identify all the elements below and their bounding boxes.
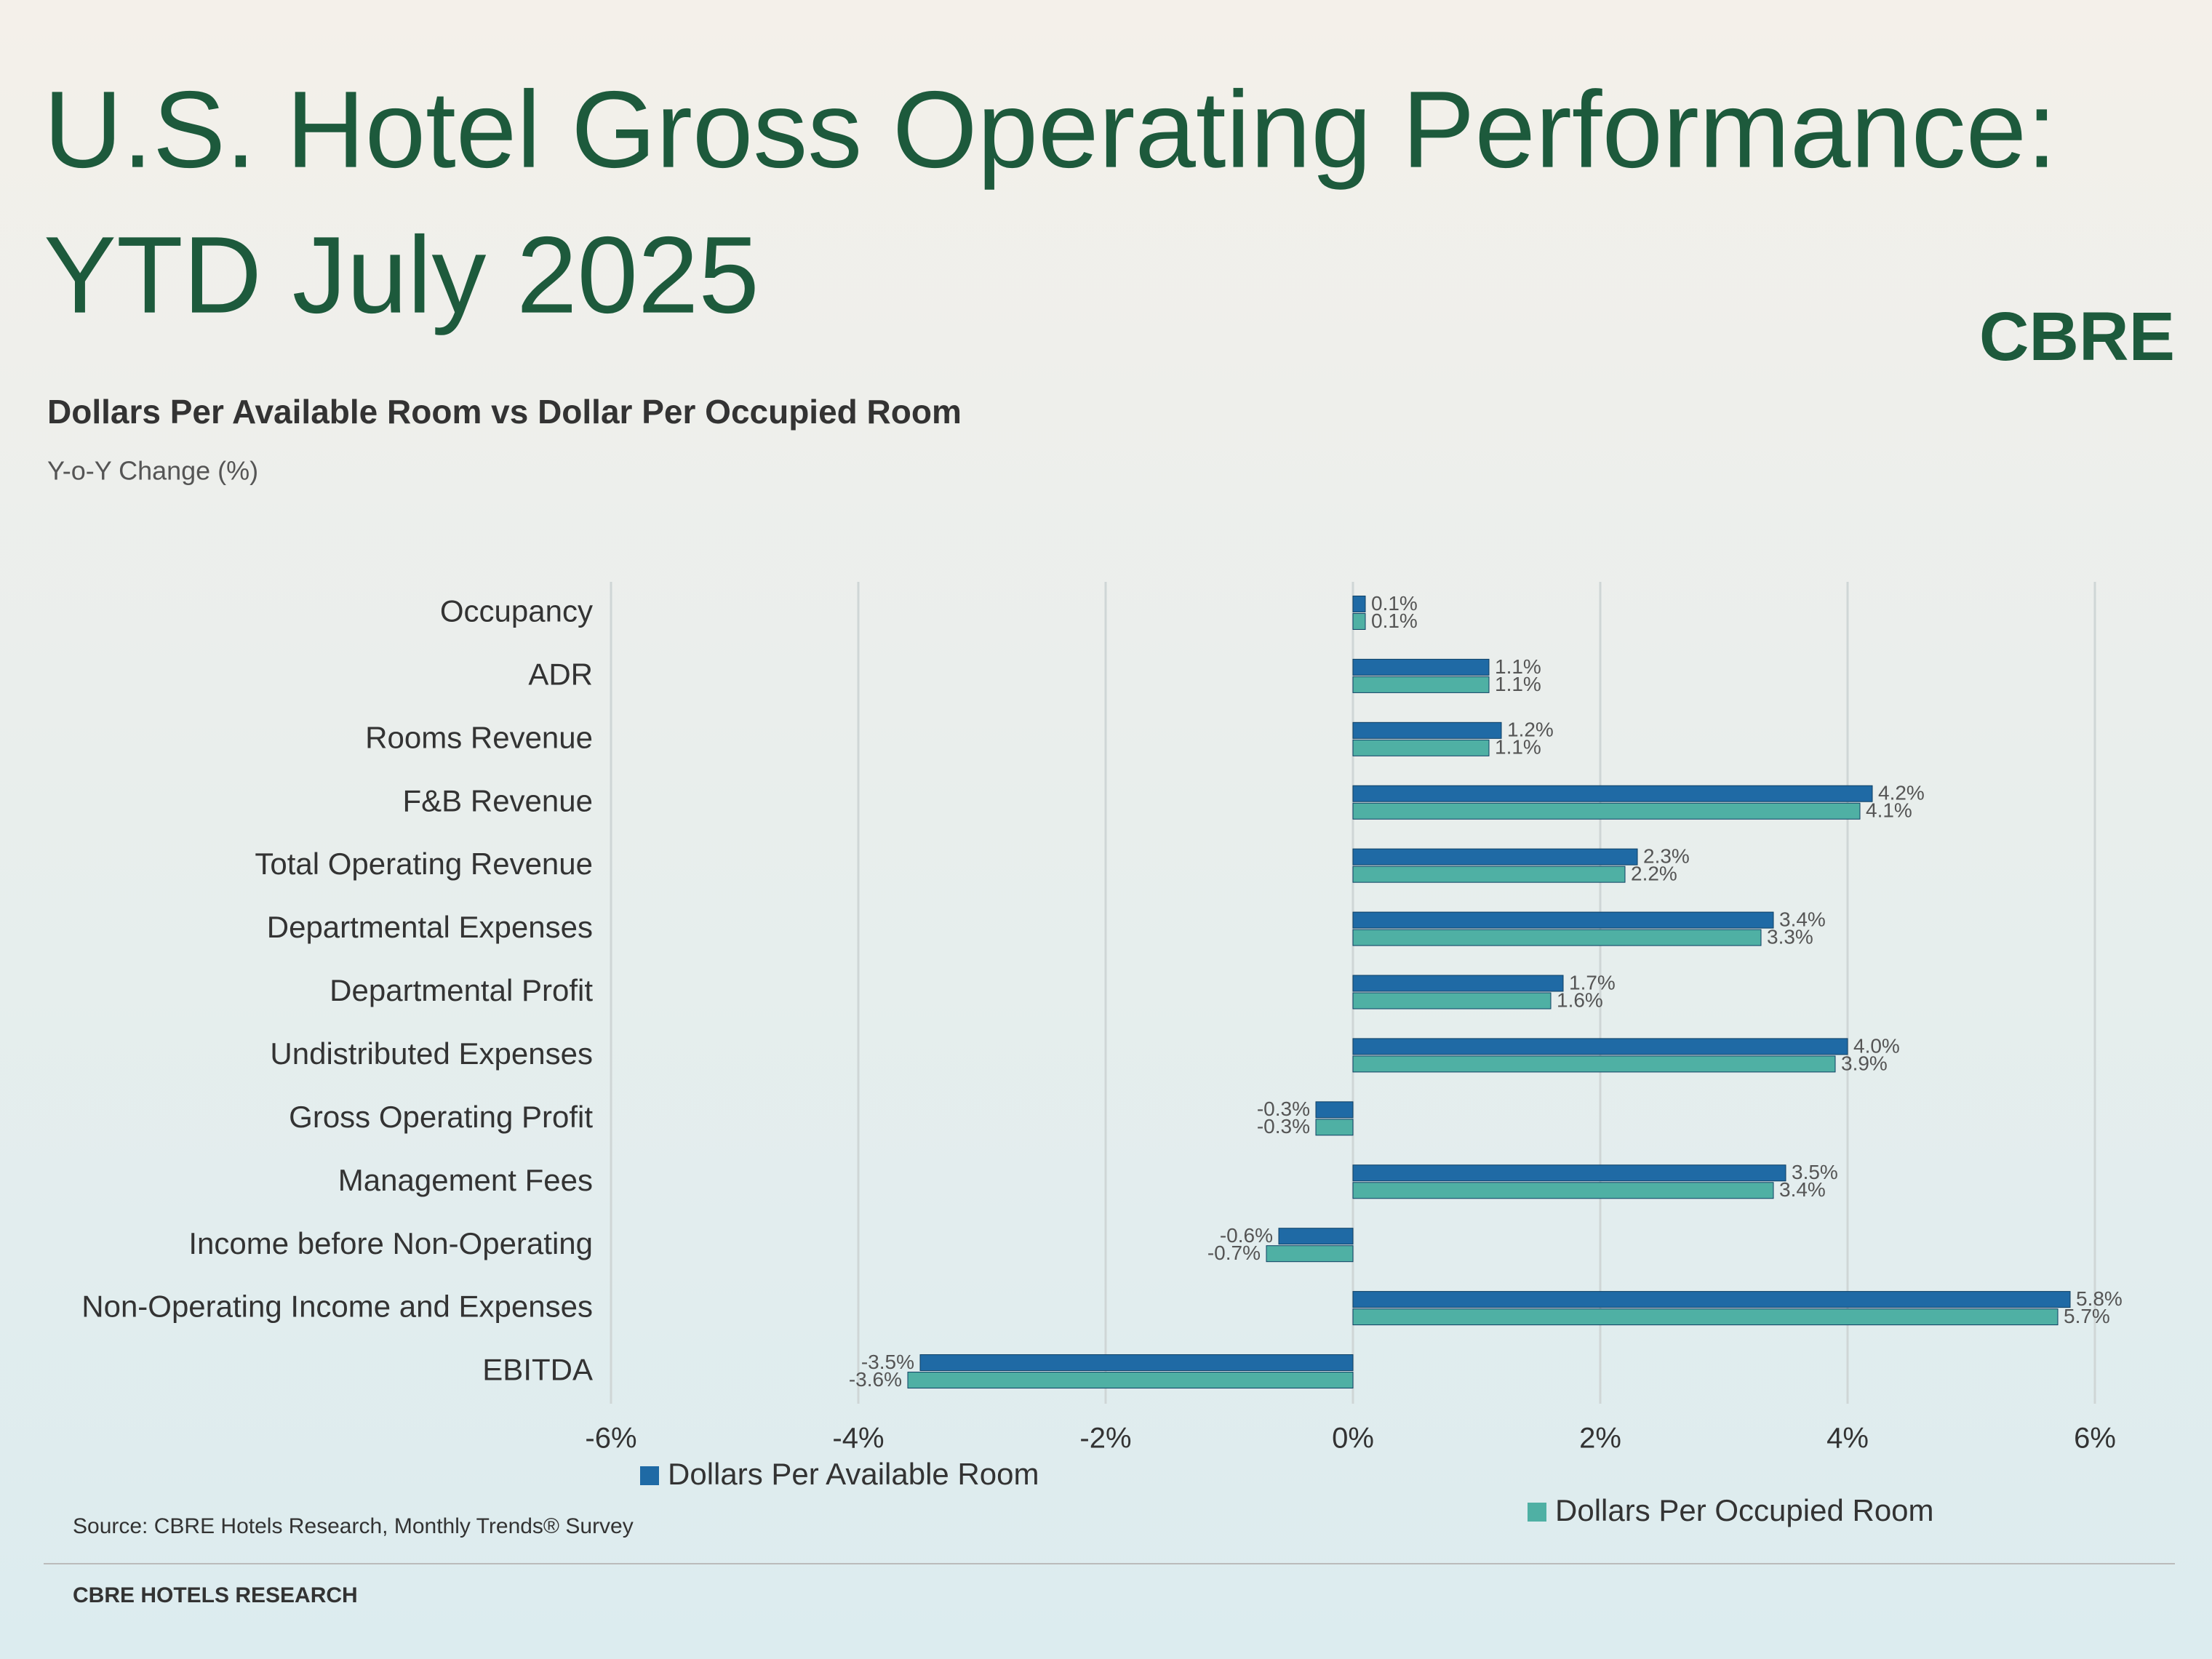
- y-tick-label: Total Operating Revenue: [255, 847, 593, 881]
- bar: [1352, 1055, 1836, 1073]
- bar: [1352, 975, 1564, 992]
- x-tick-label: -2%: [1079, 1423, 1131, 1455]
- bar: [1352, 1308, 2059, 1326]
- x-tick-label: 0%: [1332, 1423, 1374, 1455]
- bar: [1352, 848, 1638, 866]
- value-label: -0.3%: [1257, 1115, 1310, 1138]
- logo: CBRE: [1979, 298, 2175, 375]
- bar: [1352, 785, 1873, 802]
- bar: [1352, 1291, 2071, 1308]
- y-tick-label: Departmental Expenses: [267, 910, 593, 944]
- value-label: 5.7%: [2064, 1305, 2110, 1327]
- value-label: 3.9%: [1841, 1052, 1888, 1074]
- legend-label: Dollars Per Available Room: [668, 1457, 1039, 1491]
- bar: [1352, 802, 1861, 820]
- bar: [1352, 911, 1774, 929]
- legend-swatch: [1528, 1503, 1546, 1522]
- y-tick-label: F&B Revenue: [403, 783, 593, 817]
- bar: [1352, 929, 1762, 946]
- footer: CBRE HOTELS RESEARCH: [73, 1583, 358, 1607]
- bar: [1352, 1038, 1848, 1055]
- bar: [1266, 1245, 1354, 1263]
- chart-title: U.S. Hotel Gross Operating Performance:: [44, 68, 2057, 191]
- value-label: -0.3%: [1257, 1098, 1310, 1120]
- y-tick-label: EBITDA: [482, 1353, 593, 1387]
- bar: [1352, 992, 1552, 1010]
- axis-label: Y-o-Y Change (%): [47, 456, 258, 486]
- value-label: 4.2%: [1878, 782, 1925, 804]
- bar: [1315, 1119, 1354, 1136]
- bar: [1278, 1228, 1354, 1245]
- y-tick-label: Management Fees: [338, 1163, 593, 1197]
- x-tick-label: -6%: [585, 1423, 636, 1455]
- x-tick-label: 2%: [1579, 1423, 1621, 1455]
- value-label: 3.3%: [1767, 925, 1813, 948]
- value-label: -0.6%: [1220, 1224, 1273, 1247]
- bar: [1352, 595, 1366, 612]
- bar: [1352, 1164, 1786, 1182]
- value-label: 3.4%: [1779, 1178, 1826, 1201]
- value-label: 4.0%: [1853, 1034, 1900, 1057]
- y-tick-label: ADR: [528, 657, 593, 691]
- bar: [1352, 612, 1366, 630]
- y-tick-label: Occupancy: [440, 594, 593, 628]
- subtitle: Dollars Per Available Room vs Dollar Per…: [47, 393, 962, 431]
- value-label: 1.7%: [1569, 971, 1616, 994]
- y-tick-label: Rooms Revenue: [365, 720, 593, 754]
- source: Source: CBRE Hotels Research, Monthly Tr…: [73, 1514, 634, 1538]
- y-tick-label: Non-Operating Income and Expenses: [81, 1290, 593, 1324]
- x-tick-label: -4%: [832, 1423, 884, 1455]
- legend-label: Dollars Per Occupied Room: [1555, 1493, 1934, 1527]
- value-label: 3.4%: [1779, 908, 1826, 930]
- bar: [919, 1354, 1354, 1372]
- bar: [1352, 658, 1490, 676]
- value-label: 3.5%: [1792, 1161, 1838, 1183]
- y-tick-label: Undistributed Expenses: [270, 1036, 593, 1071]
- value-label: 0.1%: [1371, 592, 1418, 615]
- value-label: 1.1%: [1495, 655, 1541, 678]
- value-label: 0.1%: [1371, 609, 1418, 632]
- value-label: 4.1%: [1866, 799, 1912, 822]
- value-label: -0.7%: [1207, 1242, 1261, 1264]
- x-tick-label: 4%: [1826, 1423, 1869, 1455]
- y-tick-label: Income before Non-Operating: [188, 1226, 593, 1260]
- value-label: 1.2%: [1507, 719, 1554, 741]
- x-tick-label: 6%: [2074, 1423, 2116, 1455]
- value-label: 2.3%: [1643, 845, 1690, 868]
- value-label: 1.1%: [1495, 736, 1541, 759]
- value-label: -3.6%: [849, 1368, 902, 1391]
- legend-swatch: [640, 1466, 659, 1485]
- value-label: -3.5%: [861, 1351, 914, 1373]
- value-label: 2.2%: [1631, 863, 1677, 885]
- bar: [1352, 676, 1490, 693]
- bar: [907, 1372, 1354, 1389]
- bar: [1352, 739, 1490, 756]
- y-tick-label: Gross Operating Profit: [289, 1100, 593, 1134]
- bar: [1352, 1182, 1774, 1199]
- bar: [1315, 1101, 1354, 1119]
- bar: [1352, 866, 1626, 883]
- value-label: 5.8%: [2076, 1287, 2123, 1310]
- value-label: 1.6%: [1557, 988, 1603, 1011]
- y-tick-label: Departmental Profit: [330, 973, 593, 1007]
- bar: [1352, 721, 1502, 739]
- chart-title: YTD July 2025: [44, 214, 759, 336]
- value-label: 1.1%: [1495, 673, 1541, 695]
